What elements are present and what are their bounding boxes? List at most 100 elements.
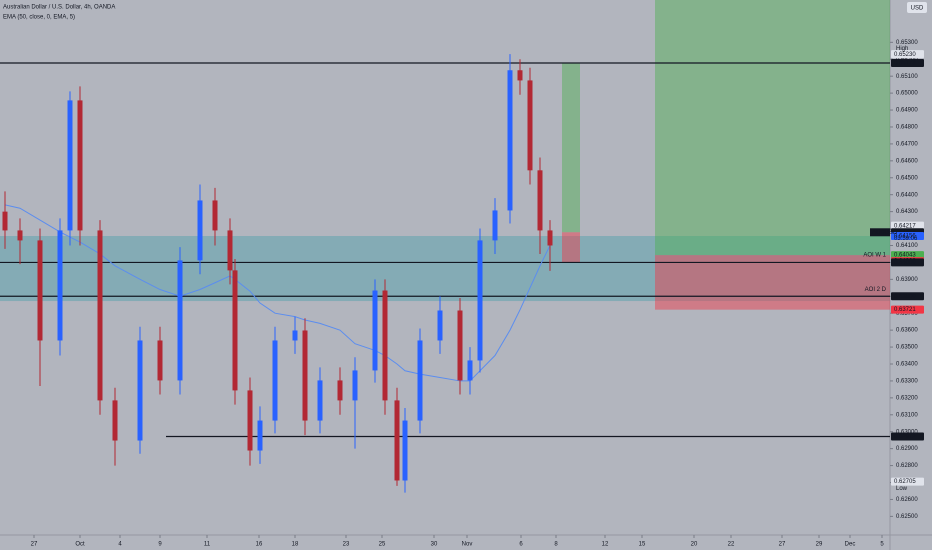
candle-body xyxy=(352,370,358,401)
x-tick-label: 23 xyxy=(343,542,350,548)
candle-body xyxy=(272,340,278,421)
annotation: AOI 2 D xyxy=(865,287,887,293)
price-tag-label: 0.64043 xyxy=(894,253,916,259)
y-tick-label: 0.64100 xyxy=(896,243,918,249)
candle-body xyxy=(492,210,498,241)
x-tick-label: 27 xyxy=(779,542,786,548)
candle-body xyxy=(382,290,388,401)
candle-body xyxy=(97,230,103,401)
x-tick-label: 16 xyxy=(256,542,263,548)
candle-body xyxy=(372,290,378,371)
y-tick-label: 0.64500 xyxy=(896,175,918,181)
candle-body xyxy=(197,200,203,261)
x-tick-label: 25 xyxy=(379,542,386,548)
candle-body xyxy=(317,380,323,421)
price-tag-label: 0.64217 xyxy=(894,223,916,229)
x-tick-label: 22 xyxy=(728,542,735,548)
y-tick-label: 0.63500 xyxy=(896,345,918,351)
x-tick-label: 15 xyxy=(639,542,646,548)
y-tick-label: 0.63200 xyxy=(896,395,918,401)
candle-body xyxy=(157,340,163,381)
high-label: High xyxy=(896,46,908,52)
currency: USD xyxy=(911,6,924,12)
candle-body xyxy=(212,200,218,231)
candle-body xyxy=(37,240,43,341)
price-tag xyxy=(891,292,924,301)
candle-body xyxy=(467,360,473,381)
candle-body xyxy=(457,310,463,381)
y-tick-label: 0.63600 xyxy=(896,328,918,334)
x-tick-label: Nov xyxy=(462,542,473,548)
candle-body xyxy=(292,330,298,341)
x-tick-label: 30 xyxy=(431,542,438,548)
y-tick-label: 0.62500 xyxy=(896,514,918,520)
position-target xyxy=(562,62,580,233)
x-tick-label: 8 xyxy=(554,542,558,548)
candle-body xyxy=(302,330,308,421)
countdown: 03:59:06 xyxy=(894,236,918,242)
candle-body xyxy=(437,310,443,341)
x-tick-label: Oct xyxy=(75,542,85,548)
y-tick-label: 0.63100 xyxy=(896,412,918,418)
candle-body xyxy=(537,170,543,231)
candle-body xyxy=(2,211,8,231)
candle-body xyxy=(57,230,63,341)
candle-body xyxy=(402,420,408,481)
x-tick-label: 29 xyxy=(816,542,823,548)
y-tick-label: 0.63700 xyxy=(896,311,918,317)
price-tag-label: 0.64156 xyxy=(894,234,916,240)
x-tick-label: 5 xyxy=(880,542,884,548)
candle-body xyxy=(232,270,238,391)
x-tick-label: Dec xyxy=(845,542,856,548)
indicator-label: EMA (50, close, 0, EMA, 5) xyxy=(3,15,75,21)
x-tick-label: 12 xyxy=(602,542,609,548)
y-tick-label: 0.63400 xyxy=(896,362,918,368)
price-tag-label: 0.63800 xyxy=(894,294,916,300)
aoi-zone xyxy=(0,236,890,302)
y-tick-label: 0.64600 xyxy=(896,158,918,164)
price-tag xyxy=(891,258,924,267)
plot xyxy=(0,0,890,493)
candle-body xyxy=(77,100,83,231)
x-tick-label: 20 xyxy=(691,542,698,548)
candle-body xyxy=(17,230,23,241)
price-tag xyxy=(891,305,924,314)
y-tick-label: 0.62600 xyxy=(896,497,918,503)
x-tick-label: 9 xyxy=(158,542,162,548)
position-stop xyxy=(655,255,890,310)
price-tag-label: 0.63721 xyxy=(894,307,916,313)
y-tick-label: 0.63900 xyxy=(896,277,918,283)
position-target xyxy=(655,0,890,256)
price-tag xyxy=(891,50,924,59)
y-tick-label: 0.64800 xyxy=(896,125,918,131)
price-tag-label: 0.64000 xyxy=(894,260,916,266)
price-tag-label: 0.65230 xyxy=(894,52,916,58)
candle-body xyxy=(394,400,400,481)
price-tag-label: 0.62972 xyxy=(894,434,916,440)
y-tick-label: 0.63000 xyxy=(896,429,918,435)
price-tag xyxy=(891,432,924,441)
annotation: AOI W 1 xyxy=(863,253,886,259)
position-stop xyxy=(562,232,580,263)
candle-body xyxy=(67,100,73,231)
y-tick-label: 0.63300 xyxy=(896,379,918,385)
symbol-tag-label: AUDUSD xyxy=(872,230,898,236)
symbol-tag xyxy=(870,228,890,237)
candle-body xyxy=(527,80,533,171)
y-tick-label: 0.65300 xyxy=(896,40,918,46)
candle-body xyxy=(137,340,143,441)
price-tag-label: 0.62705 xyxy=(894,479,916,485)
candle-body xyxy=(507,70,513,211)
price-tag-label: 0.65178 xyxy=(894,61,916,67)
currency-box[interactable] xyxy=(907,2,927,13)
price-tag xyxy=(891,232,924,241)
y-tick-label: 0.64300 xyxy=(896,209,918,215)
candle-body xyxy=(227,230,233,271)
candle-body xyxy=(247,390,253,451)
candle-body xyxy=(257,420,263,451)
x-tick-label: 27 xyxy=(31,542,38,548)
x-tick-label: 11 xyxy=(204,542,211,548)
low-label: Low xyxy=(896,486,908,492)
